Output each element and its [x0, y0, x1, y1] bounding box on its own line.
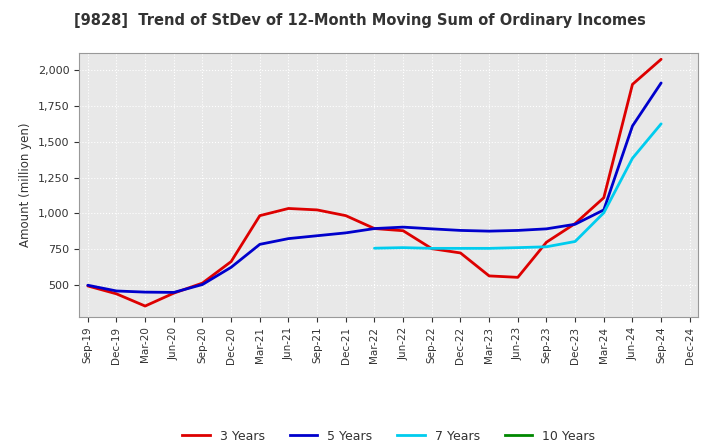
3 Years — [284, 206, 293, 211]
Legend: 3 Years, 5 Years, 7 Years, 10 Years: 3 Years, 5 Years, 7 Years, 10 Years — [177, 425, 600, 440]
7 Years — [542, 244, 551, 249]
5 Years — [341, 230, 350, 235]
3 Years — [112, 291, 121, 297]
5 Years — [112, 288, 121, 293]
3 Years — [571, 221, 580, 226]
Line: 5 Years: 5 Years — [88, 83, 661, 293]
5 Years — [428, 226, 436, 231]
3 Years — [84, 283, 92, 289]
3 Years — [600, 195, 608, 200]
5 Years — [600, 207, 608, 213]
5 Years — [370, 226, 379, 231]
7 Years — [600, 210, 608, 216]
5 Years — [198, 282, 207, 287]
5 Years — [84, 282, 92, 288]
5 Years — [657, 80, 665, 85]
7 Years — [370, 246, 379, 251]
7 Years — [428, 246, 436, 251]
5 Years — [485, 228, 493, 234]
3 Years — [227, 259, 235, 264]
3 Years — [341, 213, 350, 218]
5 Years — [513, 228, 522, 233]
3 Years — [485, 273, 493, 279]
3 Years — [169, 290, 178, 296]
7 Years — [513, 245, 522, 250]
5 Years — [399, 224, 408, 230]
3 Years — [428, 246, 436, 251]
7 Years — [657, 121, 665, 126]
3 Years — [399, 228, 408, 233]
3 Years — [513, 275, 522, 280]
3 Years — [256, 213, 264, 218]
3 Years — [198, 280, 207, 286]
7 Years — [456, 246, 465, 251]
Y-axis label: Amount (million yen): Amount (million yen) — [19, 123, 32, 247]
7 Years — [399, 245, 408, 250]
5 Years — [227, 264, 235, 270]
3 Years — [657, 57, 665, 62]
7 Years — [485, 246, 493, 251]
7 Years — [628, 156, 636, 161]
3 Years — [141, 304, 150, 309]
3 Years — [628, 82, 636, 87]
5 Years — [456, 228, 465, 233]
Line: 3 Years: 3 Years — [88, 59, 661, 306]
5 Years — [312, 233, 321, 238]
5 Years — [169, 290, 178, 295]
3 Years — [312, 207, 321, 213]
Text: [9828]  Trend of StDev of 12-Month Moving Sum of Ordinary Incomes: [9828] Trend of StDev of 12-Month Moving… — [74, 13, 646, 28]
3 Years — [542, 239, 551, 245]
3 Years — [370, 226, 379, 231]
5 Years — [141, 290, 150, 295]
5 Years — [628, 123, 636, 128]
5 Years — [284, 236, 293, 241]
5 Years — [542, 226, 551, 231]
5 Years — [571, 222, 580, 227]
3 Years — [456, 250, 465, 256]
7 Years — [571, 239, 580, 244]
Line: 7 Years: 7 Years — [374, 124, 661, 248]
5 Years — [256, 242, 264, 247]
